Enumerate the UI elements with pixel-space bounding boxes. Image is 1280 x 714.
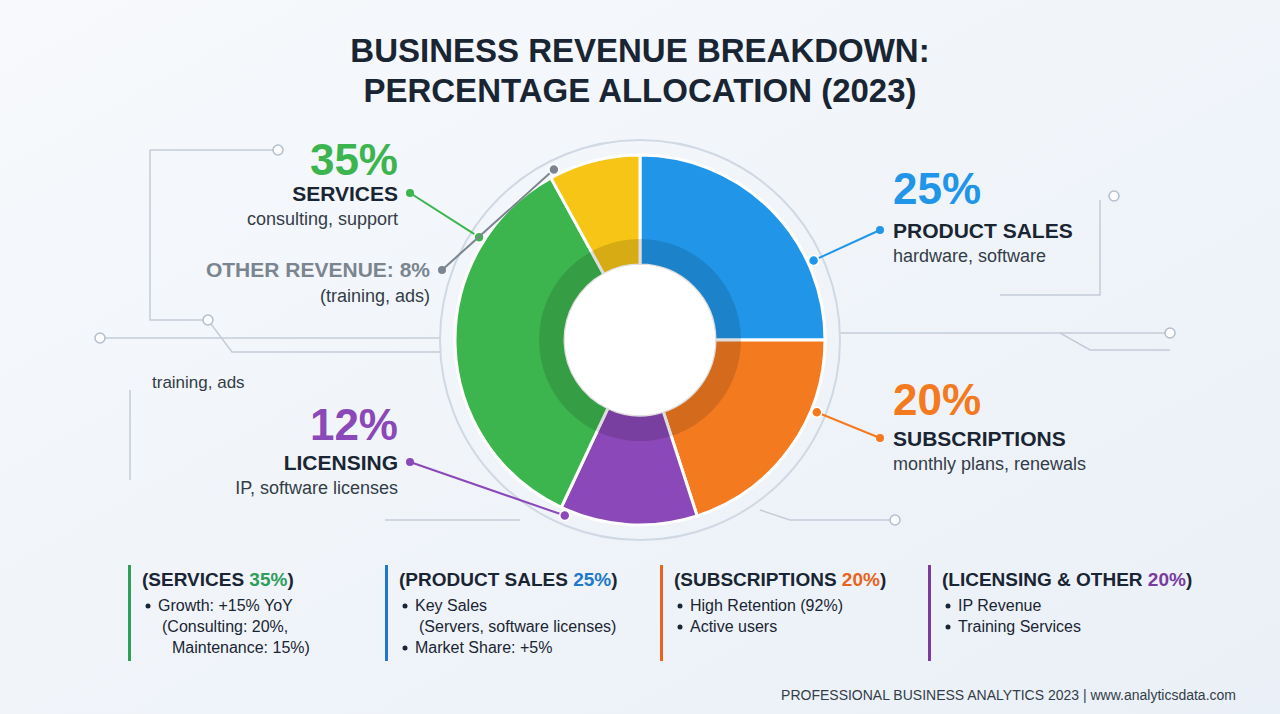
panel-item: Active users xyxy=(690,618,777,635)
panel-item: Growth: +15% YoY xyxy=(158,597,293,614)
panel-heading-part: ) xyxy=(611,569,617,590)
bullet xyxy=(403,646,408,651)
leader-line xyxy=(817,412,880,438)
slices xyxy=(455,155,825,525)
leader-dot xyxy=(876,434,884,442)
circuit-node xyxy=(203,315,213,325)
leader-line xyxy=(410,462,565,516)
leader-dot xyxy=(549,165,559,175)
annotation: training, ads xyxy=(152,373,245,392)
value-label: 12% xyxy=(310,400,398,449)
value-label: 35% xyxy=(310,135,398,184)
leader-dot xyxy=(406,189,414,197)
leader-dot xyxy=(560,511,570,521)
panel-heading-part: 20% xyxy=(842,569,880,590)
panel-heading: (SUBSCRIPTIONS 20%) xyxy=(674,569,886,590)
panel-heading-part: (SUBSCRIPTIONS xyxy=(674,569,842,590)
panel: (SUBSCRIPTIONS 20%) High Retention (92%) A… xyxy=(660,565,886,661)
circuit-node xyxy=(95,333,105,343)
sub-label: hardware, software xyxy=(893,246,1046,266)
category-label: PRODUCT SALES xyxy=(893,219,1073,242)
outer-ring xyxy=(440,140,840,540)
bullet xyxy=(678,625,683,630)
leader-line xyxy=(442,170,554,270)
leader-line xyxy=(814,230,880,260)
panel-item: (Consulting: 20%, xyxy=(162,618,288,635)
panel-heading: (PRODUCT SALES 25%) xyxy=(399,569,618,590)
panel-bar xyxy=(385,565,388,661)
panel-heading-part: ) xyxy=(1186,569,1192,590)
panel-bar xyxy=(928,565,931,661)
value-label: 25% xyxy=(893,164,981,213)
labels: 25% PRODUCT SALES hardware, software 20% SUB… xyxy=(206,135,1086,521)
circuit-line xyxy=(129,390,131,480)
panel-heading-part: ) xyxy=(880,569,886,590)
panel-bar xyxy=(128,565,131,661)
circuit-node xyxy=(1165,328,1175,338)
category-label: SUBSCRIPTIONS xyxy=(893,427,1066,450)
panel-heading-part: (SERVICES xyxy=(142,569,249,590)
sub-label: monthly plans, renewals xyxy=(893,454,1086,474)
panel-item: High Retention (92%) xyxy=(690,597,843,614)
panel-heading-part: 25% xyxy=(573,569,611,590)
title: BUSINESS REVENUE BREAKDOWN:PERCENTAGE AL… xyxy=(350,32,929,109)
panel-item: Key Sales xyxy=(415,597,487,614)
panel-item: (Servers, software licenses) xyxy=(419,618,616,635)
panel-heading: (LICENSING & OTHER 20%) xyxy=(942,569,1192,590)
value-label: OTHER REVENUE: 8% xyxy=(206,258,430,281)
panel-item: Maintenance: 15%) xyxy=(172,639,310,656)
panel-heading-part: (PRODUCT SALES xyxy=(399,569,573,590)
panel-item: Training Services xyxy=(958,618,1081,635)
circuit-line xyxy=(840,332,1170,334)
category-label: LICENSING xyxy=(284,451,398,474)
panel-heading-part: 20% xyxy=(1148,569,1186,590)
panel-heading-part: (LICENSING & OTHER xyxy=(942,569,1148,590)
bullet xyxy=(146,604,151,609)
leader-dot xyxy=(876,226,884,234)
panel-item: IP Revenue xyxy=(958,597,1041,614)
leader-line xyxy=(410,193,479,237)
inner-shade xyxy=(552,252,728,428)
panel-heading-part: ) xyxy=(287,569,293,590)
circuit-node xyxy=(273,145,283,155)
panel-heading: (SERVICES 35%) xyxy=(142,569,294,590)
panel-item: Market Share: +5% xyxy=(415,639,552,656)
panel: (SERVICES 35%) Growth: +15% YoY (Consultin… xyxy=(128,565,310,661)
donut-hole xyxy=(565,265,715,415)
circuit-node xyxy=(1109,191,1119,201)
circuit-node xyxy=(890,515,900,525)
value-label: 20% xyxy=(893,375,981,424)
sub-label: IP, software licenses xyxy=(235,478,398,498)
sub-label: consulting, support xyxy=(247,209,398,229)
panel: (PRODUCT SALES 25%) Key Sales (Servers, so… xyxy=(385,565,618,661)
leader-dot xyxy=(406,458,414,466)
title-line: PERCENTAGE ALLOCATION (2023) xyxy=(363,72,916,109)
panel-bar xyxy=(660,565,663,661)
leader-dot xyxy=(809,255,819,265)
background xyxy=(0,0,1280,714)
circuit-line xyxy=(100,337,440,339)
panel-heading-part: 35% xyxy=(249,569,287,590)
category-label: SERVICES xyxy=(292,182,398,205)
chart: BUSINESS REVENUE BREAKDOWN:PERCENTAGE AL… xyxy=(0,0,1280,714)
bullet xyxy=(946,604,951,609)
panel: (LICENSING & OTHER 20%) IP Revenue Trainin… xyxy=(928,565,1192,661)
leader-dot xyxy=(812,407,822,417)
bullet xyxy=(946,625,951,630)
leader-dot xyxy=(438,266,446,274)
title-line: BUSINESS REVENUE BREAKDOWN: xyxy=(350,32,929,69)
bullet xyxy=(403,604,408,609)
sub-label: (training, ads) xyxy=(320,286,430,306)
footer: PROFESSIONAL BUSINESS ANALYTICS 2023 | w… xyxy=(781,687,1236,703)
page: {"chart_data": {"type": "donut", "title"… xyxy=(0,0,1280,714)
bullet xyxy=(678,604,683,609)
